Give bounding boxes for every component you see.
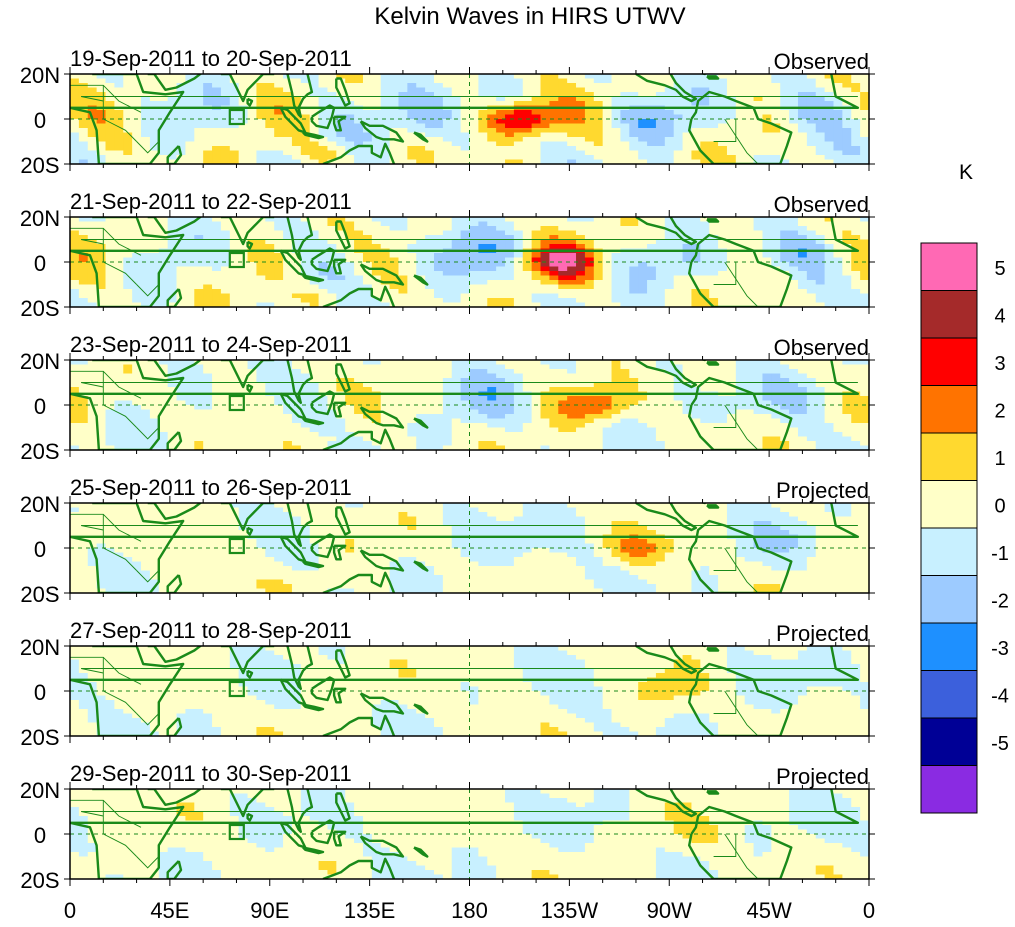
latitude-label: 20N bbox=[20, 635, 60, 660]
colorbar-tick-label: -2 bbox=[991, 590, 1009, 612]
latitude-label: 0 bbox=[34, 680, 46, 705]
colorbar-tick-label: 2 bbox=[994, 400, 1005, 422]
longitude-label: 0 bbox=[64, 898, 76, 922]
latitude-label: 20N bbox=[20, 206, 60, 231]
colorbar: K 5 4 3 2 1 0 -1 -2 -3 -4 -5 bbox=[921, 161, 1009, 813]
panel-type-label: Projected bbox=[776, 478, 869, 503]
colorbar-tick-label: 0 bbox=[994, 495, 1005, 517]
figure-title: Kelvin Waves in HIRS UTWV bbox=[374, 3, 685, 30]
panel-date: 23-Sep-2011 to 24-Sep-2011 bbox=[70, 332, 352, 357]
colorbar-tick-label: -3 bbox=[991, 638, 1009, 660]
longitude-label: 45W bbox=[746, 898, 791, 922]
colorbar-tick-label: -5 bbox=[991, 733, 1009, 755]
colorbar-swatch bbox=[921, 386, 977, 434]
longitude-label: 90E bbox=[250, 898, 289, 922]
map-panel: 20N 0 20S 19-Sep-2011 to 20-Sep-2011 Observe… bbox=[20, 46, 875, 178]
latitude-label: 20S bbox=[20, 868, 59, 893]
colorbar-swatch bbox=[921, 766, 977, 814]
panel-date: 29-Sep-2011 to 30-Sep-2011 bbox=[70, 761, 352, 786]
latitude-label: 20S bbox=[20, 296, 59, 321]
longitude-label: 135E bbox=[344, 898, 395, 922]
latitude-label: 20S bbox=[20, 439, 59, 464]
latitude-label: 20N bbox=[20, 349, 60, 374]
colorbar-swatch bbox=[921, 243, 977, 291]
panel-type-label: Observed bbox=[774, 192, 869, 217]
colorbar-tick-label: 4 bbox=[994, 305, 1005, 327]
panel-type-label: Projected bbox=[776, 764, 869, 789]
colorbar-swatch bbox=[921, 528, 977, 576]
panel-type-label: Projected bbox=[776, 621, 869, 646]
longitude-label: 45E bbox=[150, 898, 189, 922]
anomaly-field bbox=[70, 646, 870, 737]
map-panel: 20N 0 20S 25-Sep-2011 to 26-Sep-2011 Project… bbox=[20, 475, 875, 607]
latitude-label: 20S bbox=[20, 153, 59, 178]
colorbar-tick-label: 5 bbox=[994, 258, 1005, 280]
latitude-label: 20N bbox=[20, 778, 60, 803]
colorbar-unit: K bbox=[959, 161, 973, 184]
map-panel: 20N 0 20S 29-Sep-2011 to 30-Sep-2011 Project… bbox=[20, 761, 875, 893]
colorbar-tick-label: -4 bbox=[991, 685, 1009, 707]
colorbar-swatch bbox=[921, 718, 977, 766]
colorbar-swatch bbox=[921, 338, 977, 386]
anomaly-field bbox=[70, 789, 870, 880]
colorbar-tick-label: 3 bbox=[994, 353, 1005, 375]
anomaly-field bbox=[70, 360, 870, 451]
longitude-label: 0 bbox=[863, 898, 875, 922]
latitude-label: 0 bbox=[34, 251, 46, 276]
map-panel: 20N 0 20S 21-Sep-2011 to 22-Sep-2011 Observe… bbox=[20, 189, 875, 321]
panel-date: 25-Sep-2011 to 26-Sep-2011 bbox=[70, 475, 352, 500]
colorbar-swatch bbox=[921, 291, 977, 339]
latitude-label: 0 bbox=[34, 537, 46, 562]
panel-date: 19-Sep-2011 to 20-Sep-2011 bbox=[70, 46, 352, 71]
latitude-label: 20S bbox=[20, 725, 59, 750]
latitude-label: 0 bbox=[34, 394, 46, 419]
colorbar-swatch bbox=[921, 671, 977, 719]
longitude-axis: 0 45E 90E 135E 180 135W 90W 45W 0 bbox=[64, 898, 875, 922]
anomaly-field bbox=[70, 503, 870, 594]
map-panel: 20N 0 20S 23-Sep-2011 to 24-Sep-2011 Observe… bbox=[20, 332, 875, 464]
anomaly-field bbox=[70, 217, 870, 308]
longitude-label: 135W bbox=[541, 898, 599, 922]
map-panel: 20N 0 20S 27-Sep-2011 to 28-Sep-2011 Project… bbox=[20, 618, 875, 750]
anomaly-field bbox=[70, 74, 870, 165]
panel-date: 21-Sep-2011 to 22-Sep-2011 bbox=[70, 189, 352, 214]
latitude-label: 20N bbox=[20, 63, 60, 88]
panel-type-label: Observed bbox=[774, 49, 869, 74]
colorbar-tick-label: -1 bbox=[991, 543, 1009, 565]
longitude-label: 90W bbox=[647, 898, 692, 922]
colorbar-swatch bbox=[921, 623, 977, 671]
longitude-label: 180 bbox=[451, 898, 488, 922]
latitude-label: 20S bbox=[20, 582, 59, 607]
panel-type-label: Observed bbox=[774, 335, 869, 360]
colorbar-swatch bbox=[921, 481, 977, 529]
colorbar-tick-label: 1 bbox=[994, 448, 1005, 470]
colorbar-swatch bbox=[921, 576, 977, 624]
latitude-label: 0 bbox=[34, 823, 46, 848]
panel-date: 27-Sep-2011 to 28-Sep-2011 bbox=[70, 618, 352, 643]
latitude-label: 0 bbox=[34, 108, 46, 133]
colorbar-swatch bbox=[921, 433, 977, 481]
latitude-label: 20N bbox=[20, 492, 60, 517]
